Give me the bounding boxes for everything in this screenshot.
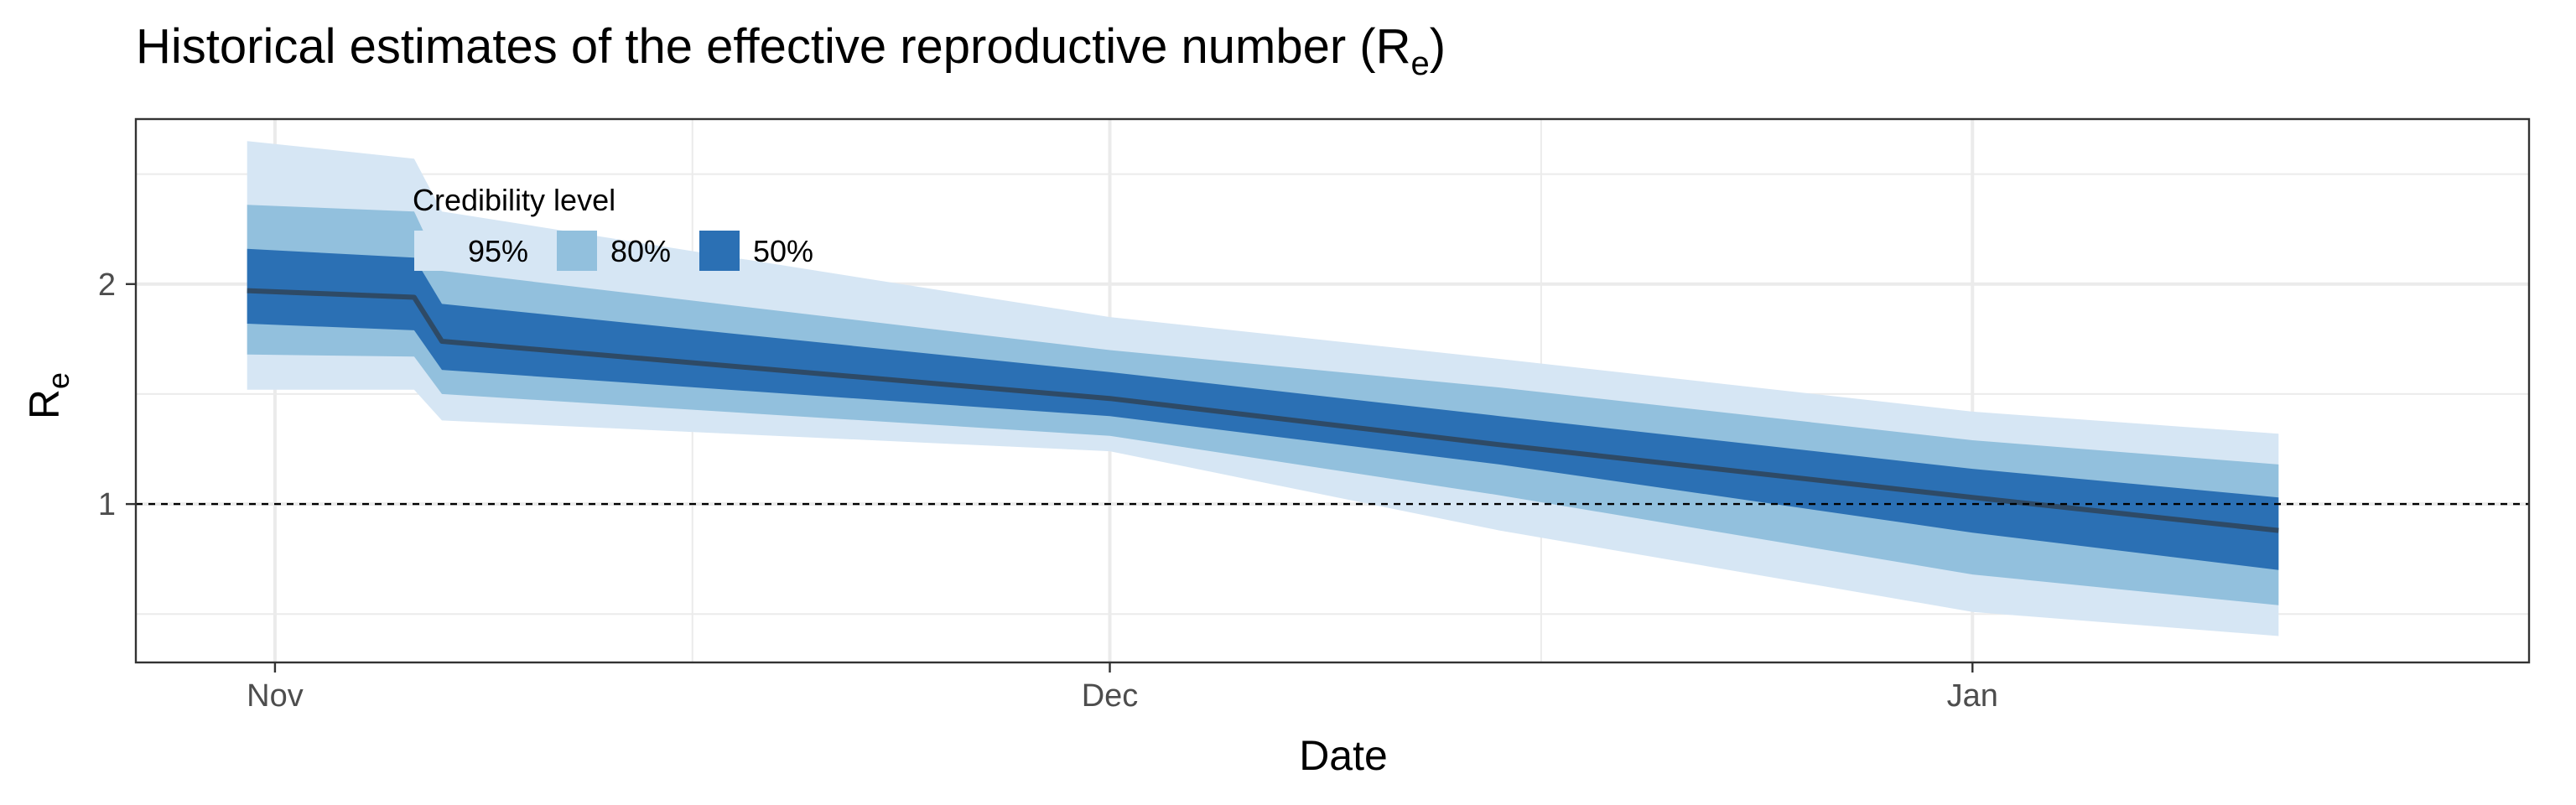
- y-axis-label: Re: [21, 372, 75, 419]
- x-tick-label: Jan: [1947, 678, 1998, 714]
- y-tick-label: 2: [98, 267, 116, 303]
- legend-key-80: [557, 231, 597, 271]
- legend: Credibility level 95% 80% 50%: [413, 183, 813, 271]
- y-tick-label: 1: [98, 487, 116, 522]
- legend-title: Credibility level: [413, 183, 615, 217]
- credibility-bands: [247, 141, 2279, 636]
- legend-label-95: 95%: [468, 234, 528, 268]
- x-axis-ticks: Nov Dec Jan: [247, 662, 1998, 714]
- chart-title-subscript: e: [1410, 45, 1429, 82]
- chart-title-main: Historical estimates of the effective re…: [136, 19, 1410, 74]
- legend-label-80: 80%: [610, 234, 671, 268]
- legend-label-50: 50%: [753, 234, 813, 268]
- x-tick-label: Nov: [247, 678, 304, 714]
- legend-key-50: [699, 231, 740, 271]
- band-50: [247, 248, 2279, 570]
- x-tick-label: Dec: [1082, 678, 1139, 714]
- chart-title: Historical estimates of the effective re…: [136, 19, 1446, 82]
- chart-title-close: ): [1430, 19, 1446, 74]
- y-axis-label-main: R: [21, 389, 68, 419]
- legend-key-95: [414, 231, 454, 271]
- y-axis-ticks: 12: [98, 267, 136, 522]
- x-axis-label: Date: [1299, 732, 1388, 779]
- plot-border: [134, 117, 2531, 664]
- median-line: [247, 288, 2279, 533]
- y-axis-label-subscript: e: [41, 372, 75, 389]
- legend-entries: 95% 80% 50%: [414, 231, 813, 271]
